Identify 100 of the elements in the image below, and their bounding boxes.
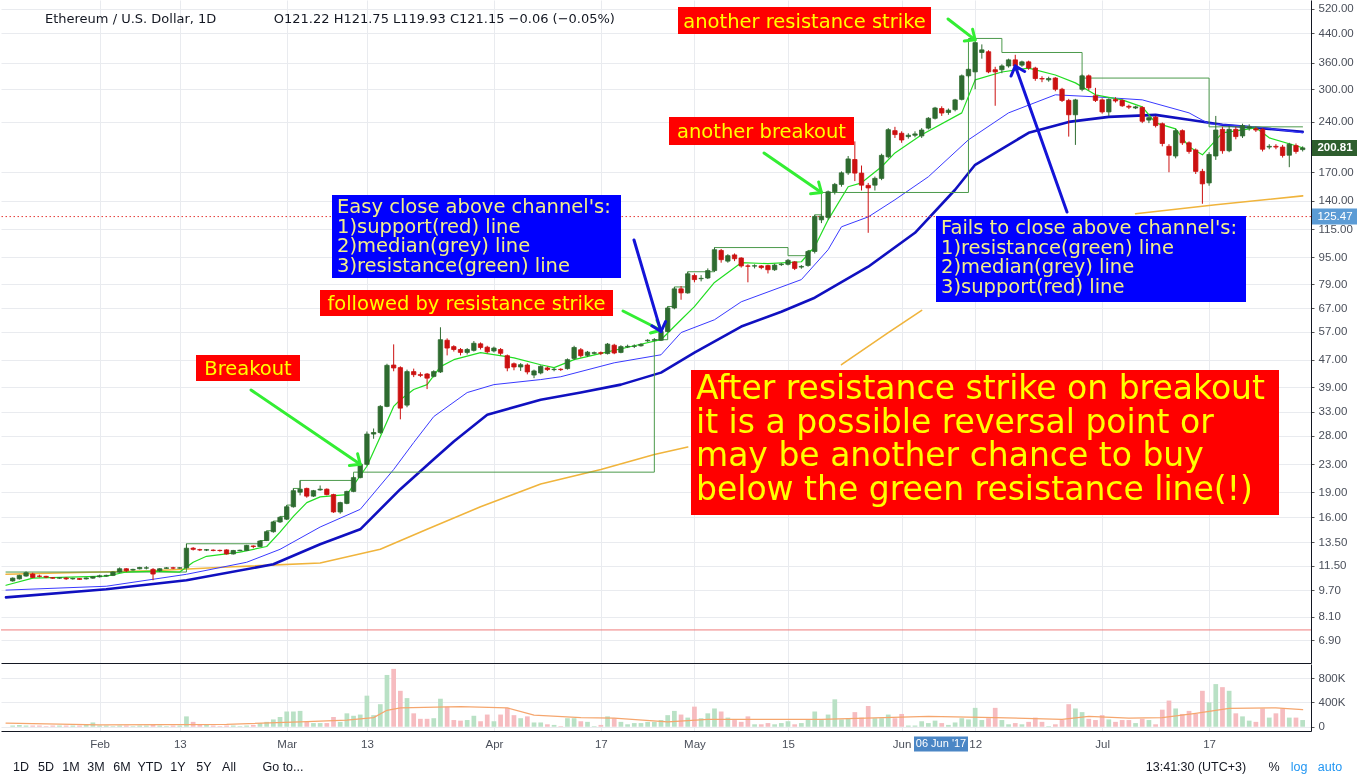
bar	[852, 712, 858, 727]
y-tick-label: 16.00	[1318, 510, 1348, 523]
y-tick-label: 300.00	[1318, 82, 1354, 95]
bar	[284, 711, 290, 727]
x-tick-label: Jun	[892, 737, 912, 750]
bar	[1200, 690, 1205, 727]
bar	[371, 715, 376, 727]
text: %	[1268, 760, 1280, 774]
annotation: followed by resistance strike	[327, 292, 606, 315]
text: auto	[1317, 760, 1343, 774]
bar	[732, 720, 737, 727]
bar	[331, 716, 336, 727]
bar	[705, 713, 711, 727]
bar	[585, 721, 590, 727]
y-tick-label: 520.00	[1318, 2, 1354, 15]
bar	[738, 721, 744, 727]
y-tick-label: 33.00	[1318, 405, 1348, 418]
candlestick	[1126, 104, 1132, 110]
bar	[531, 722, 537, 727]
bar	[952, 722, 958, 727]
bar	[725, 717, 731, 727]
y-tick-label: 39.00	[1318, 380, 1348, 393]
line-series	[5, 706, 1304, 726]
text: 1M	[62, 760, 80, 774]
bar	[317, 723, 323, 727]
bar	[545, 724, 550, 727]
y-tick-label: 11.50	[1318, 559, 1347, 572]
bar	[992, 707, 998, 727]
text: YTD	[137, 760, 163, 774]
bar	[812, 711, 818, 727]
bar	[565, 718, 570, 727]
y-tick-label: 440.00	[1318, 26, 1354, 39]
x-tick-label: 13	[361, 737, 374, 750]
x-tick-label: 15	[782, 737, 795, 750]
text: Ethereum / U.S. Dollar, 1D	[45, 11, 217, 26]
text: O121.22 H121.75 L119.93 C121.15 −0.06 (−0.05%)	[273, 11, 615, 26]
annotation: Easy close above channel's: 1)support(red) line 2)median(grey) line 3)resistance(green) line	[337, 195, 611, 278]
bar	[926, 723, 931, 727]
text: 06 Jun '17	[915, 737, 967, 749]
bar	[939, 723, 945, 727]
bar	[1139, 718, 1145, 727]
bar	[758, 724, 764, 727]
candlestick	[1072, 98, 1078, 146]
annotation: After resistance strike on breakout it is a possible reversal point or may be another chance to buy below the green resistance line(!)	[696, 368, 1265, 509]
text: 3M	[87, 760, 105, 774]
text: 1Y	[170, 760, 187, 774]
x-tick-label: Apr	[485, 737, 504, 750]
bar	[524, 716, 530, 727]
y-tick-label: 13.50	[1318, 535, 1348, 548]
candlestick	[685, 271, 691, 295]
candlestick	[1226, 125, 1232, 153]
bar	[498, 714, 503, 727]
y-tick-label: 79.00	[1318, 277, 1348, 290]
bar	[1220, 687, 1225, 727]
text: 1D	[13, 760, 29, 774]
bar	[478, 721, 483, 727]
y-tick-label: 47.00	[1318, 353, 1348, 366]
bar	[986, 718, 991, 727]
bar	[625, 724, 630, 727]
bar	[1106, 719, 1112, 727]
bar	[578, 721, 584, 727]
annotation: Breakout	[204, 357, 293, 380]
y-tick-label: 140.00	[1318, 194, 1354, 207]
bar	[1260, 708, 1265, 727]
bar	[919, 721, 925, 727]
bar	[518, 718, 524, 727]
annotation: Fails to close above channel's: 1)resistance(green) line 2)median(grey) line 3)support(red) line	[941, 216, 1238, 299]
bar	[879, 718, 884, 727]
bar	[464, 720, 470, 727]
bar	[885, 714, 891, 727]
bar	[1153, 724, 1158, 727]
candlestick	[551, 367, 557, 372]
text: 6M	[113, 760, 131, 774]
bar	[651, 721, 657, 727]
bar	[959, 718, 965, 727]
bar	[1159, 709, 1165, 727]
bar	[538, 722, 544, 727]
bar	[765, 723, 771, 727]
x-tick-label: 17	[594, 737, 608, 750]
bar	[692, 706, 697, 727]
bar	[665, 715, 671, 727]
bar	[1119, 720, 1125, 727]
bar	[839, 719, 844, 727]
annotation: another resistance strike	[683, 9, 926, 33]
annotation: 200.81	[1317, 140, 1354, 153]
bar	[311, 723, 316, 727]
x-tick-label: Jul	[1095, 737, 1110, 750]
bar	[351, 715, 356, 727]
x-tick-label: 12	[969, 737, 983, 750]
y-tick-label: 28.00	[1318, 429, 1348, 442]
bar	[1286, 717, 1292, 727]
bar	[411, 713, 417, 727]
bar	[1113, 721, 1118, 727]
bar	[778, 723, 784, 727]
y-tick-label: 23.00	[1318, 457, 1348, 470]
bar	[712, 708, 717, 727]
y-tick-label: 19.00	[1318, 485, 1348, 498]
bar	[1193, 713, 1199, 727]
bar	[571, 718, 577, 727]
bar	[785, 721, 791, 727]
